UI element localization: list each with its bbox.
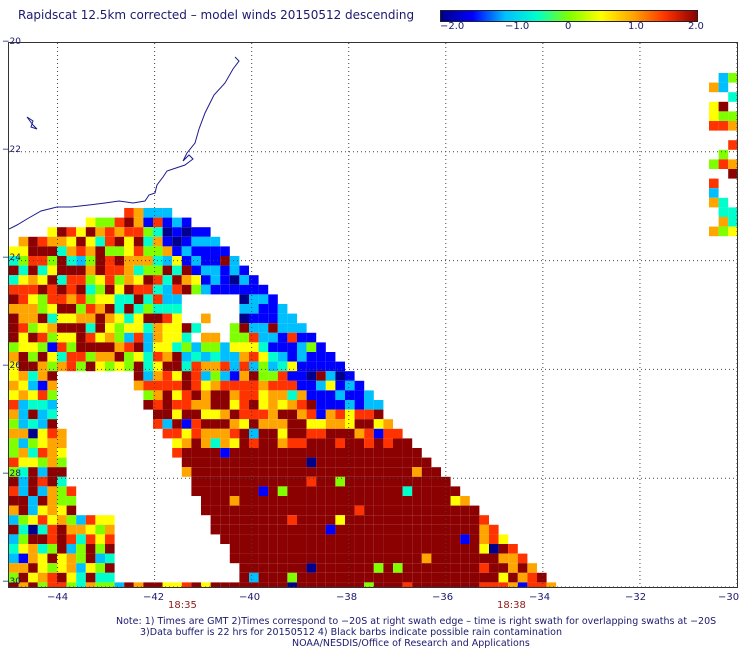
- lat-label-20: −20: [2, 37, 21, 47]
- colorbar-label-neg1: −1.0: [505, 21, 530, 32]
- lon-label-42: −42: [143, 592, 165, 603]
- note-line-3: NOAA/NESDIS/Office of Research and Appli…: [292, 638, 530, 649]
- lon-label-30: −30: [718, 592, 740, 603]
- lat-label-28: −28: [2, 469, 21, 479]
- lat-label-24: −24: [2, 253, 21, 263]
- swath-time-left: 18:35: [168, 600, 197, 611]
- lon-label-38: −38: [336, 592, 358, 603]
- lon-label-34: −34: [529, 592, 551, 603]
- lon-label-40: −40: [239, 592, 261, 603]
- graticule: [9, 43, 737, 587]
- swath-time-right: 18:38: [497, 600, 526, 611]
- colorbar-label-max: 2.0: [688, 21, 704, 32]
- colorbar: [440, 10, 698, 22]
- note-line-2: 3)Data buffer is 22 hrs for 20150512 4) …: [140, 627, 562, 638]
- coastline: [9, 56, 240, 230]
- lon-label-36: −36: [432, 592, 454, 603]
- lat-label-30: −30: [2, 577, 21, 587]
- colorbar-label-pos1: 1.0: [628, 21, 644, 32]
- note-line-1: Note: 1) Times are GMT 2)Times correspon…: [116, 616, 717, 627]
- map-frame: [8, 42, 738, 588]
- lat-label-26: −26: [2, 361, 21, 371]
- lon-label-44: −44: [47, 592, 69, 603]
- colorbar-label-zero: 0: [565, 21, 572, 32]
- map-title: Rapidscat 12.5km corrected – model winds…: [18, 8, 415, 22]
- wind-cells: [9, 73, 737, 587]
- lat-label-22: −22: [2, 145, 21, 155]
- island-outline: [26, 116, 38, 130]
- lon-label-32: −32: [625, 592, 647, 603]
- wind-difference-map: [9, 43, 737, 587]
- colorbar-label-min: −2.0: [440, 21, 465, 32]
